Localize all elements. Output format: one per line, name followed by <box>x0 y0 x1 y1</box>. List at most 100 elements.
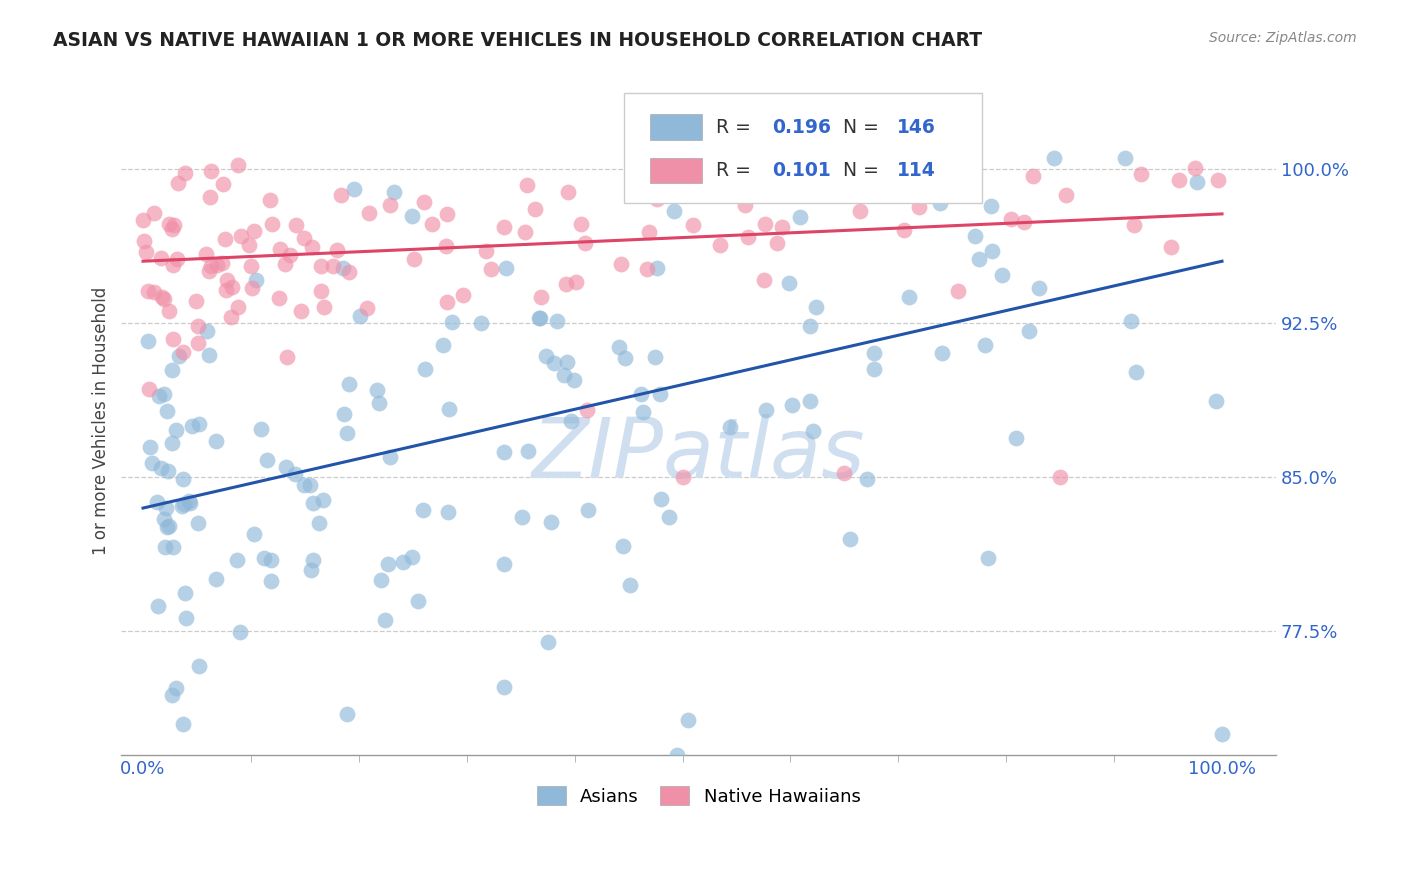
Point <box>1000 211 1022 226</box>
Point <box>184 293 207 308</box>
Point <box>619 578 641 592</box>
Point <box>173 497 195 511</box>
Point <box>166 176 188 190</box>
Point <box>214 232 236 246</box>
Point <box>980 244 1002 258</box>
Point <box>630 387 652 401</box>
Point <box>1125 365 1147 379</box>
Point <box>401 549 423 564</box>
Point <box>1049 470 1071 484</box>
Point <box>420 218 443 232</box>
Point <box>492 220 515 235</box>
Point <box>204 572 226 586</box>
Point <box>537 634 560 648</box>
Point <box>143 285 166 300</box>
Point <box>205 259 228 273</box>
Point <box>157 463 180 477</box>
Point <box>299 477 322 491</box>
Point <box>650 492 672 507</box>
Point <box>370 574 392 588</box>
Point <box>636 262 658 277</box>
Point <box>155 501 177 516</box>
Point <box>543 356 565 370</box>
Point <box>276 351 298 365</box>
Point <box>516 444 538 458</box>
Point <box>990 268 1012 282</box>
Point <box>413 361 436 376</box>
Point <box>512 510 534 524</box>
Point <box>278 248 301 262</box>
Point <box>838 532 860 546</box>
Point <box>530 289 553 303</box>
Point <box>269 291 291 305</box>
Point <box>309 260 332 274</box>
Point <box>245 273 267 287</box>
Point <box>172 473 194 487</box>
Point <box>256 453 278 467</box>
Point <box>638 225 661 239</box>
Text: N =: N = <box>844 118 884 136</box>
Point <box>160 688 183 702</box>
Point <box>946 284 969 298</box>
Point <box>546 314 568 328</box>
Point <box>302 553 325 567</box>
Point <box>326 243 349 257</box>
Point <box>1160 239 1182 253</box>
Point <box>308 516 330 530</box>
Point <box>1054 188 1077 202</box>
Text: R =: R = <box>716 118 756 136</box>
Point <box>492 445 515 459</box>
Point <box>382 186 405 200</box>
Point <box>1167 173 1189 187</box>
Point <box>671 470 693 484</box>
Point <box>162 332 184 346</box>
Point <box>1043 152 1066 166</box>
Point <box>439 402 461 417</box>
Point <box>187 318 209 333</box>
Point <box>474 244 496 259</box>
Point <box>977 551 1000 566</box>
Point <box>215 283 238 297</box>
Point <box>610 257 633 271</box>
Point <box>330 188 353 202</box>
Point <box>856 473 879 487</box>
Text: R =: R = <box>716 161 756 180</box>
Point <box>198 264 221 278</box>
Point <box>576 502 599 516</box>
Point <box>562 374 585 388</box>
Point <box>284 218 307 232</box>
Point <box>799 318 821 333</box>
Point <box>231 228 253 243</box>
Point <box>156 519 179 533</box>
Point <box>534 349 557 363</box>
Point <box>332 260 354 275</box>
Point <box>132 213 155 227</box>
Point <box>322 259 344 273</box>
Point <box>349 309 371 323</box>
Point <box>366 383 388 397</box>
Point <box>242 527 264 541</box>
Point <box>963 228 986 243</box>
Point <box>148 389 170 403</box>
Point <box>378 197 401 211</box>
Point <box>198 190 221 204</box>
Point <box>211 256 233 270</box>
Point <box>240 281 263 295</box>
Point <box>658 509 681 524</box>
Point <box>650 386 672 401</box>
Point <box>737 230 759 244</box>
Point <box>931 346 953 360</box>
Point <box>195 247 218 261</box>
Point <box>187 417 209 432</box>
Point <box>574 236 596 251</box>
Point <box>1114 152 1136 166</box>
Y-axis label: 1 or more Vehicles in Household: 1 or more Vehicles in Household <box>93 286 110 555</box>
Point <box>226 158 249 172</box>
Point <box>569 217 592 231</box>
Point <box>157 217 180 231</box>
Point <box>1211 727 1233 741</box>
Point <box>780 398 803 412</box>
Point <box>664 203 686 218</box>
Point <box>153 512 176 526</box>
Point <box>555 355 578 369</box>
